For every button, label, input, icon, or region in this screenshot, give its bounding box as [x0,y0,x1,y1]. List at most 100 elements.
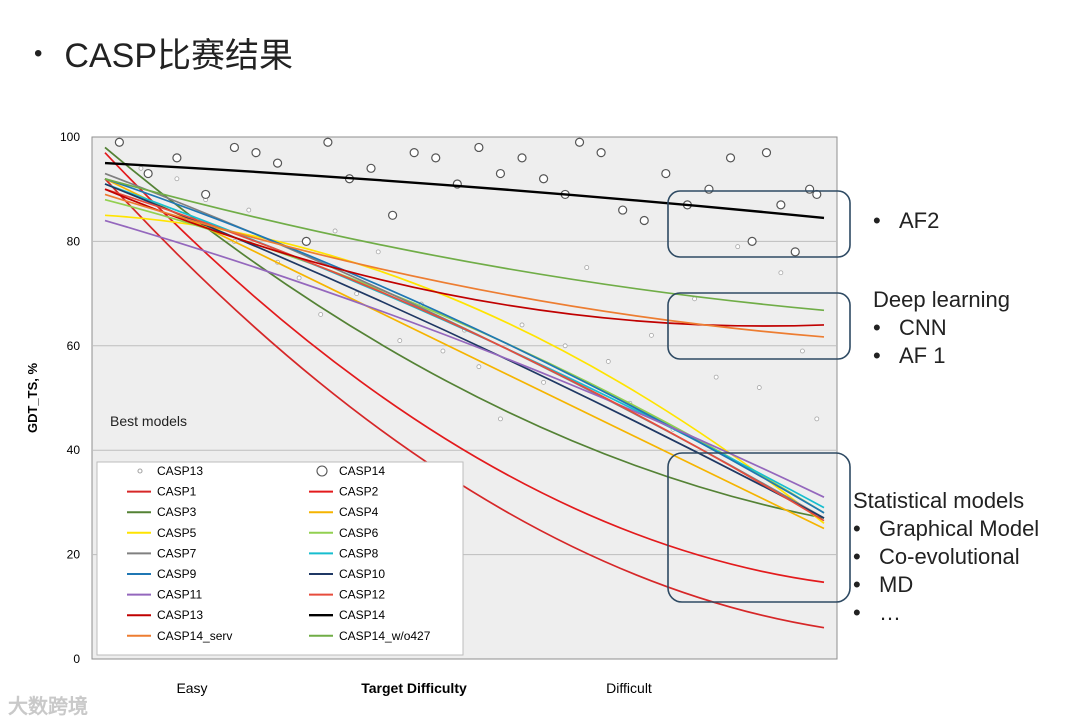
scatter-point-casp13 [584,265,590,270]
legend-label: CASP12 [339,588,385,602]
x-label-difficult: Difficult [606,680,652,696]
title-text: CASP比赛结果 [64,37,293,75]
series-line-casp2 [104,152,825,584]
scatter-point-casp13 [713,374,719,380]
y-tick-label: 0 [73,652,80,666]
annotation-boxes [667,190,851,603]
legend-marker [137,468,143,474]
scatter-point-casp13 [562,343,568,349]
scatter-point-casp14 [301,236,311,246]
series-line-casp13 [104,188,825,327]
scatter-point-casp13 [138,165,144,171]
scatter-point-casp14 [661,168,671,179]
scatter-point-casp14 [618,205,628,215]
legend-label: CASP9 [157,567,197,581]
legend-label: CASP14 [339,464,385,478]
inner-label: Best models [110,413,187,429]
legend-label: CASP10 [339,567,385,581]
scatter-point-casp13 [375,249,381,255]
scatter-points [114,137,822,432]
legend-label: CASP1 [157,485,197,499]
scatter-point-casp13 [541,379,546,385]
scatter-point-casp13 [332,228,338,234]
legend-label: CASP13 [157,608,203,622]
scatter-point-casp14 [366,163,376,173]
legend [96,461,464,656]
stat-item-coevolutional: • Co-evolutional [853,544,1020,569]
y-tick-label: 60 [67,339,81,353]
scatter-point-casp13 [440,348,446,354]
scatter-point-casp14 [761,148,772,158]
deep-learning-heading: Deep learning [873,287,1010,312]
scatter-point-casp14 [172,153,182,163]
scatter-point-casp13 [498,416,503,422]
scatter-point-casp13 [800,348,805,354]
series-line-casp10 [104,183,825,519]
scatter-point-casp14 [474,142,484,153]
scatter-point-casp14 [143,168,153,179]
scatter-point-casp14 [704,184,714,194]
stat-item-md: • MD [853,572,914,597]
scatter-point-casp13 [735,244,741,250]
scatter-point-casp14 [201,189,211,200]
series-line-casp14 [104,161,825,220]
scatter-point-casp14 [747,236,757,246]
scatter-point-casp13 [354,291,360,297]
x-axis-label: Target Difficulty [361,680,467,696]
scatter-point-casp13 [778,270,784,276]
scatter-point-casp13 [476,364,482,370]
title-bullet: • [34,40,43,68]
scatter-point-casp14 [323,137,333,147]
scatter-point-casp13 [318,312,324,317]
statistical-heading: Statistical models [853,488,1025,513]
scatter-point-casp14 [790,247,800,257]
series-line-casp14-w-o427 [104,177,825,312]
scatter-point-casp14 [229,142,240,153]
legend-label: CASP2 [339,485,379,499]
scatter-point-casp13 [296,275,302,281]
anno-af2: • AF2 [873,208,940,233]
legend-label: CASP11 [157,588,202,602]
deep-item-cnn: • CNN [873,315,947,340]
scatter-point-casp13 [756,385,762,390]
scatter-point-casp14 [776,200,786,210]
scatter-point-casp14 [574,137,585,147]
slide-title: • CASP比赛结果 [34,28,293,77]
y-axis-label: GDT_TS, % [25,363,40,434]
x-label-easy: Easy [176,680,207,696]
scatter-point-casp14 [388,210,398,220]
legend-label: CASP7 [157,546,197,560]
legend-label: CASP4 [339,505,379,519]
legend-label: CASP6 [339,526,379,540]
scatter-point-casp14 [639,215,649,226]
legend-items: CASP13 CASP14 CASP1 CASP2 CASP3 CASP4 CASP5 CAS… [127,464,431,643]
scatter-point-casp14 [596,148,606,158]
scatter-point-casp13 [397,338,403,343]
series-line-casp5 [104,214,825,524]
scatter-point-casp14 [805,184,815,194]
scatter-point-casp14 [431,153,441,163]
stat-item-ellipsis: •… [853,600,901,625]
legend-label: CASP14 [339,608,385,622]
scatter-point-casp13 [814,416,820,422]
series-line-casp12 [104,188,825,522]
y-tick-label: 80 [67,234,81,248]
y-tick-label: 40 [67,443,81,457]
deep-item-af1: • AF 1 [873,343,946,368]
legend-label: CASP5 [157,526,197,540]
series-line-casp9 [104,177,825,514]
scatter-point-casp14 [114,137,124,147]
scatter-point-casp14 [495,168,506,179]
legend-label: CASP3 [157,505,197,519]
scatter-point-casp14 [538,174,549,184]
anno-deep-learning: Deep learning • CNN • AF 1 [873,286,1010,370]
series-line-casp11 [104,219,825,498]
legend-label: CASP13 [157,464,203,478]
af2-box [667,190,851,258]
legend-marker [316,465,328,477]
y-tick-label: 20 [67,548,81,562]
scatter-point-casp13 [246,207,252,213]
scatter-point-casp14 [517,153,527,163]
y-tick-label: 100 [60,130,80,144]
